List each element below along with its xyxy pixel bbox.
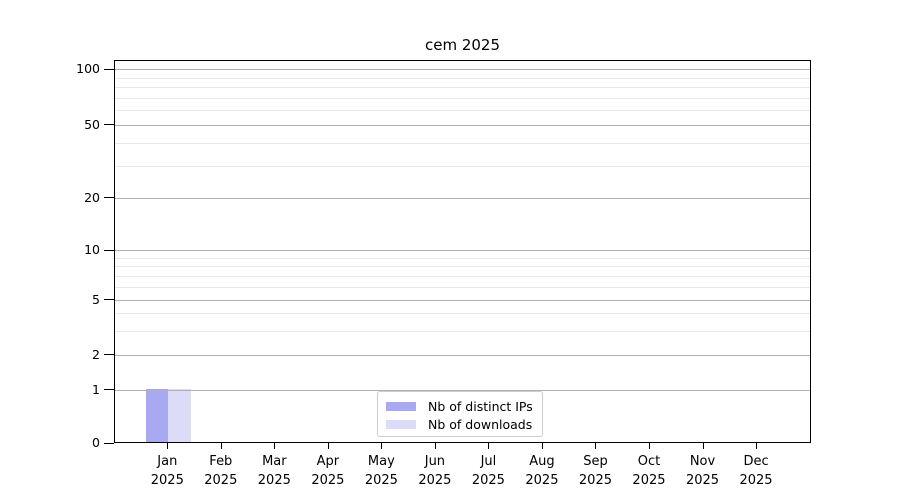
x-tick-mark-mar bbox=[274, 443, 276, 449]
x-tick-month: Jul bbox=[480, 454, 497, 469]
y-tick-mark-0 bbox=[104, 442, 114, 444]
y-tick-mark-100 bbox=[104, 68, 114, 70]
legend-item-1: Nb of distinct IPs bbox=[378, 397, 542, 415]
x-tick-label-mar: Mar 2025 bbox=[242, 452, 306, 490]
x-tick-year: 2025 bbox=[150, 473, 184, 488]
x-tick-label-aug: Aug 2025 bbox=[510, 452, 574, 490]
x-tick-month: Aug bbox=[529, 454, 555, 469]
y-tick-label-1: 1 bbox=[92, 381, 100, 397]
y-gridline-major-5 bbox=[115, 299, 810, 301]
x-tick-label-jun: Jun 2025 bbox=[403, 452, 467, 490]
x-tick-label-nov: Nov 2025 bbox=[671, 452, 735, 490]
y-tick-mark-5 bbox=[104, 299, 114, 301]
x-tick-mark-sep bbox=[595, 443, 597, 449]
x-tick-mark-jan bbox=[167, 443, 169, 449]
x-tick-label-jul: Jul 2025 bbox=[456, 452, 520, 490]
legend-item-2: Nb of downloads bbox=[378, 415, 542, 433]
y-gridline-minor-90 bbox=[115, 77, 810, 79]
x-tick-label-dec: Dec 2025 bbox=[724, 452, 788, 490]
y-tick-label-2: 2 bbox=[92, 346, 100, 362]
y-gridline-minor-7 bbox=[115, 275, 810, 277]
y-gridline-minor-60 bbox=[115, 110, 810, 112]
y-tick-label-0: 0 bbox=[92, 435, 100, 450]
x-tick-month: Jan bbox=[157, 454, 178, 469]
x-tick-year: 2025 bbox=[257, 473, 291, 488]
y-tick-label-5: 5 bbox=[92, 291, 100, 307]
legend-label-1: Nb of distinct IPs bbox=[428, 398, 533, 414]
x-tick-label-sep: Sep 2025 bbox=[563, 452, 627, 490]
y-tick-label-10: 10 bbox=[84, 242, 100, 257]
x-tick-year: 2025 bbox=[364, 473, 398, 488]
y-gridline-major-1 bbox=[115, 389, 810, 391]
x-tick-month: Sep bbox=[583, 454, 608, 469]
y-gridline-minor-3 bbox=[115, 330, 810, 332]
legend: Nb of distinct IPs Nb of downloads bbox=[377, 391, 543, 437]
x-tick-year: 2025 bbox=[418, 473, 452, 488]
x-tick-month: May bbox=[367, 454, 395, 469]
y-tick-mark-50 bbox=[104, 124, 114, 126]
x-tick-month: Jun bbox=[424, 454, 446, 469]
x-tick-mark-jul bbox=[488, 443, 490, 449]
bar-jan-series1 bbox=[146, 388, 169, 442]
x-tick-mark-aug bbox=[541, 443, 543, 449]
legend-swatch-2 bbox=[386, 419, 416, 429]
y-tick-label-50: 50 bbox=[84, 116, 100, 132]
y-tick-mark-20 bbox=[104, 197, 114, 199]
legend-label-2: Nb of downloads bbox=[428, 416, 533, 432]
x-tick-month: Feb bbox=[209, 454, 233, 469]
x-tick-month: Oct bbox=[637, 454, 661, 469]
x-tick-year: 2025 bbox=[578, 473, 612, 488]
y-tick-mark-1 bbox=[104, 389, 114, 391]
y-tick-label-100: 100 bbox=[76, 61, 100, 76]
x-tick-mark-nov bbox=[702, 443, 704, 449]
y-gridline-minor-70 bbox=[115, 97, 810, 99]
y-gridline-minor-80 bbox=[115, 87, 810, 89]
x-tick-year: 2025 bbox=[525, 473, 559, 488]
y-gridline-major-10 bbox=[115, 250, 810, 251]
x-tick-mark-dec bbox=[756, 443, 758, 449]
y-gridline-minor-4 bbox=[115, 313, 810, 315]
x-tick-label-feb: Feb 2025 bbox=[189, 452, 253, 490]
legend-swatch-1 bbox=[386, 401, 416, 411]
x-tick-year: 2025 bbox=[471, 473, 505, 488]
x-tick-year: 2025 bbox=[311, 473, 345, 488]
y-gridline-minor-30 bbox=[115, 165, 810, 167]
x-tick-label-oct: Oct 2025 bbox=[617, 452, 681, 490]
y-gridline-major-100 bbox=[115, 69, 810, 70]
x-tick-label-may: May 2025 bbox=[349, 452, 413, 490]
x-tick-mark-may bbox=[381, 443, 383, 449]
x-tick-month: Apr bbox=[316, 454, 340, 469]
x-tick-label-jan: Jan 2025 bbox=[135, 452, 199, 490]
x-tick-mark-feb bbox=[220, 443, 222, 449]
x-tick-mark-oct bbox=[648, 443, 650, 449]
x-tick-year: 2025 bbox=[685, 473, 720, 488]
x-tick-year: 2025 bbox=[739, 473, 773, 488]
y-tick-mark-2 bbox=[104, 354, 114, 356]
y-gridline-major-2 bbox=[115, 354, 810, 356]
y-gridline-minor-8 bbox=[115, 266, 810, 268]
y-gridline-minor-6 bbox=[115, 286, 810, 288]
x-tick-mark-apr bbox=[327, 443, 329, 449]
x-tick-month: Nov bbox=[689, 454, 716, 469]
plot-area bbox=[114, 60, 811, 443]
x-tick-month: Mar bbox=[262, 454, 287, 469]
x-tick-year: 2025 bbox=[632, 473, 666, 488]
x-tick-mark-jun bbox=[434, 443, 436, 449]
y-tick-mark-10 bbox=[104, 249, 114, 251]
x-tick-label-apr: Apr 2025 bbox=[296, 452, 360, 490]
chart-title: cem 2025 bbox=[424, 36, 501, 54]
y-gridline-minor-9 bbox=[115, 257, 810, 259]
y-gridline-major-50 bbox=[115, 124, 810, 126]
y-tick-label-20: 20 bbox=[84, 189, 100, 205]
y-gridline-major-20 bbox=[115, 197, 810, 199]
x-tick-year: 2025 bbox=[204, 473, 238, 488]
bar-jan-series2 bbox=[168, 388, 191, 442]
x-tick-month: Dec bbox=[743, 454, 769, 469]
y-gridline-minor-40 bbox=[115, 142, 810, 144]
